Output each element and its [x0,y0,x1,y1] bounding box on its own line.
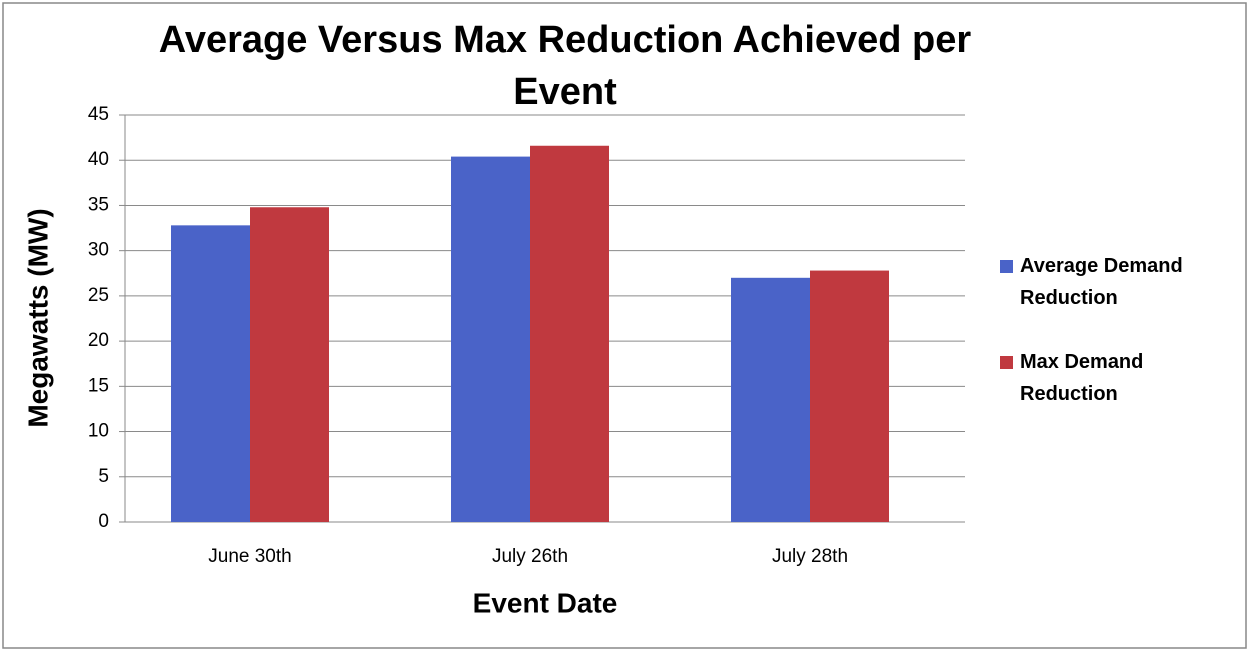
legend-swatch [1000,356,1013,369]
bar [530,145,609,523]
x-tick-label: July 26th [492,546,568,567]
y-tick-label: 20 [88,330,109,351]
bar [810,270,889,522]
x-tick-label: June 30th [208,546,291,567]
y-tick-label: 15 [88,375,109,396]
legend-label: Average Demand Reduction [1020,255,1183,309]
legend-item: Average Demand Reduction [1000,250,1230,314]
y-tick-label: 30 [88,240,109,261]
y-tick-label: 45 [88,104,109,125]
bar [731,277,810,522]
bar [250,207,329,522]
legend-label: Max Demand Reduction [1020,351,1144,405]
legend-item: Max Demand Reduction [1000,346,1230,410]
x-axis-label: Event Date [473,587,618,618]
chart-title: Average Versus Max Reduction Achieved pe… [158,19,972,113]
y-tick-label: 10 [88,421,109,442]
bar [171,225,250,522]
y-tick-label: 35 [88,194,109,215]
bar [451,156,530,523]
y-tick-label: 40 [88,149,109,170]
y-axis-label: Megawatts (MW) [22,208,53,427]
legend-swatch [1000,260,1013,273]
y-tick-label: 0 [98,511,109,532]
y-tick-label: 5 [98,466,109,487]
x-tick-label: July 28th [772,546,848,567]
y-tick-label: 25 [88,285,109,306]
